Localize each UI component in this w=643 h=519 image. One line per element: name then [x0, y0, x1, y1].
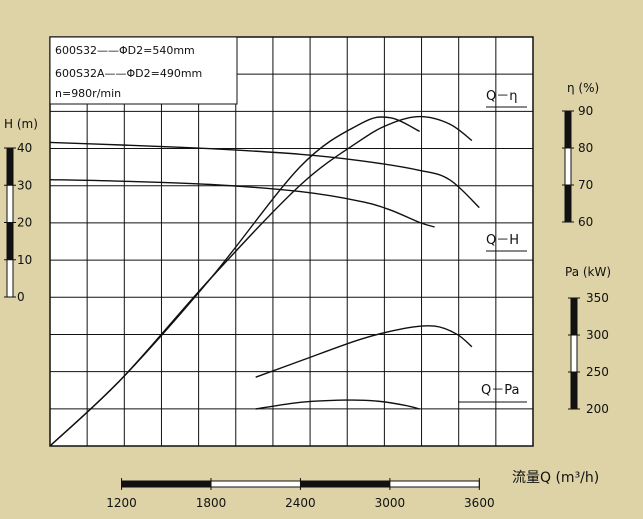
- x-axis-label: 流量Q (m³/h): [512, 470, 599, 486]
- x-scale-segment: [121, 481, 211, 487]
- h-axis-label: H (m): [4, 117, 38, 131]
- eta-tick-label: 80: [578, 141, 593, 155]
- pa-axis-scale: 350 300 250 200: [568, 291, 609, 416]
- plot-area: [49, 36, 534, 447]
- x-tick-label: 3600: [464, 496, 495, 510]
- q-eta-curve-490: [49, 116, 421, 447]
- pa-tick-label: 200: [586, 402, 609, 416]
- pa-tick-label: 250: [586, 365, 609, 379]
- h-tick-label: 10: [17, 253, 32, 267]
- pa-tick-label: 350: [586, 291, 609, 305]
- gridlines: [50, 37, 533, 446]
- h-scale-segment: [7, 148, 13, 186]
- legend-box: [49, 36, 238, 105]
- x-scale-segment: [300, 481, 390, 487]
- eta-axis-label: η (%): [567, 81, 599, 95]
- eta-scale-segment: [565, 111, 571, 148]
- q-h-curve-490: [49, 179, 435, 228]
- eta-scale-segment: [565, 185, 571, 222]
- eta-tick-label: 60: [578, 215, 593, 229]
- pa-scale-segment: [571, 372, 577, 409]
- q-h-curve-540: [49, 141, 480, 209]
- curve-label-q-h: Q－H: [486, 233, 519, 248]
- curves: [49, 115, 480, 447]
- curve-label-q-pa: Q－Pa: [481, 383, 519, 398]
- legend-line-3: n=980r/min: [55, 87, 121, 100]
- h-axis-scale: 40 30 20 10 0: [4, 141, 32, 304]
- eta-tick-label: 90: [578, 104, 593, 118]
- x-tick-label: 1800: [196, 496, 227, 510]
- q-pa-curve-490: [255, 399, 420, 410]
- legend-line-2: 600S32A——ΦD2=490mm: [55, 67, 202, 80]
- h-tick-label: 20: [17, 216, 32, 230]
- h-tick-label: 0: [17, 290, 25, 304]
- x-tick-label: 3000: [375, 496, 406, 510]
- x-tick-label: 1200: [106, 496, 137, 510]
- h-tick-label: 30: [17, 178, 32, 192]
- eta-axis-scale: 90 80 70 60: [562, 104, 593, 229]
- h-tick-label: 40: [17, 141, 32, 155]
- x-tick-label: 2400: [285, 496, 316, 510]
- q-pa-curve-540: [255, 325, 473, 378]
- legend-line-1: 600S32——ΦD2=540mm: [55, 44, 195, 57]
- x-axis-scale: 1200 1800 2400 3000 3600: [106, 478, 495, 510]
- pa-axis-label: Pa (kW): [565, 265, 611, 279]
- pa-tick-label: 300: [586, 328, 609, 342]
- curve-label-q-eta: Q－η: [486, 89, 517, 104]
- pa-scale-segment: [571, 298, 577, 335]
- eta-tick-label: 70: [578, 178, 593, 192]
- h-scale-segment: [7, 222, 13, 260]
